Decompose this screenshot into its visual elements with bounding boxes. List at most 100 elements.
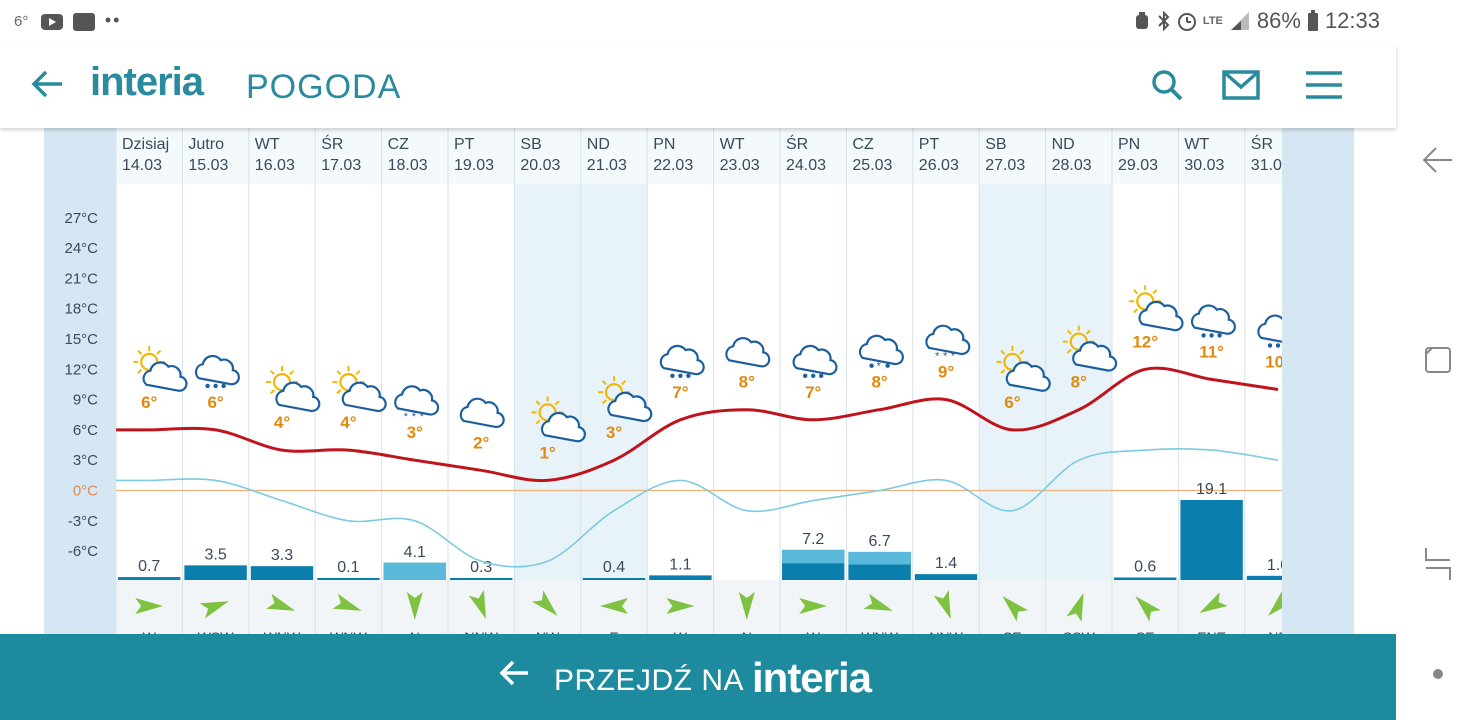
nav-back-icon[interactable] [1418, 140, 1458, 180]
day-name: WT [255, 136, 280, 153]
menu-icon[interactable] [1304, 68, 1344, 107]
sun-ray [289, 370, 295, 376]
cloud-shape [194, 354, 240, 386]
wind-direction-label: E [609, 629, 618, 634]
day-date: 31.03 [1251, 157, 1291, 174]
nav-dot-icon[interactable] [1418, 654, 1458, 694]
wind-direction-label: NNW [464, 629, 498, 634]
wind-direction-label: NNW [929, 629, 963, 634]
y-tick-label: 18°C [64, 301, 98, 318]
precip-label: 1.0 [1267, 557, 1289, 574]
sun-ray [269, 389, 275, 395]
day-name: ND [587, 136, 610, 153]
partly-sunny-icon [531, 396, 586, 443]
wind-arrow-shape [933, 590, 951, 620]
search-icon[interactable] [1150, 68, 1184, 107]
app-header: interia POGODA [0, 44, 1396, 128]
rain-drop [885, 363, 890, 368]
wind-arrow-icon [1135, 596, 1161, 622]
wind-direction-label: W [674, 629, 688, 634]
snow-flake: * [404, 411, 409, 423]
precip-bar [317, 578, 380, 580]
wind-arrow-icon [1268, 590, 1282, 616]
sun-ray [554, 400, 560, 406]
temperature-label: 3° [407, 423, 423, 442]
day-header-bg [647, 128, 714, 184]
day-name: WT [1184, 136, 1209, 153]
day-header-bg [315, 128, 382, 184]
precip-bar [184, 565, 247, 580]
temperature-label: 4° [340, 413, 356, 432]
cloud-shape [607, 391, 653, 423]
wind-arrow-shape [468, 590, 486, 620]
cloud-shape [275, 381, 321, 413]
partly-sunny-icon [1062, 325, 1118, 372]
snow-flake: * [877, 361, 882, 373]
wind-arrow-icon [266, 593, 296, 611]
wind-arrow-icon [666, 598, 695, 614]
wind-arrow-shape [1135, 596, 1161, 622]
interia-logo[interactable]: interia [90, 60, 204, 104]
back-arrow-icon[interactable] [30, 66, 70, 106]
chart-plot: Dzisiaj 14.03 Jutro 15.03 WT 16.03 ŚR 17.03 CZ 18… [116, 128, 1291, 634]
wind-arrow-shape [1066, 592, 1084, 622]
sun-ray [1133, 308, 1139, 314]
cloud-shape [1072, 341, 1118, 372]
wind-direction-label: SE [1136, 629, 1155, 634]
temperature-label: 8° [739, 373, 755, 392]
sun-ray [269, 370, 275, 376]
sun-ray [1152, 289, 1158, 295]
y-tick-label: 21°C [64, 270, 98, 287]
day-header-bg [1045, 128, 1112, 184]
day-column [580, 184, 648, 580]
wind-arrow-shape [666, 598, 695, 614]
day-column [780, 184, 847, 580]
snow-flake: * [951, 351, 956, 363]
precip-bar [118, 577, 181, 580]
precip-bar-light [383, 562, 446, 580]
wind-arrow-shape [406, 592, 423, 620]
y-tick-label: 15°C [64, 331, 98, 348]
temperature-label: 9° [938, 363, 954, 382]
nav-recents-icon[interactable] [1418, 340, 1458, 380]
wind-arrow-icon [532, 590, 558, 616]
sun-ray [1085, 329, 1091, 335]
cloud-shape [1257, 314, 1282, 343]
day-header-bg [846, 128, 913, 184]
precip-label: 0.7 [138, 558, 160, 575]
goto-interia-bar[interactable]: PRZEJDŹ NA interia [0, 634, 1396, 720]
mail-icon[interactable] [1222, 68, 1262, 107]
more-dots-icon: •• [104, 10, 122, 30]
temperature-label: 2° [473, 433, 489, 452]
precip-label: 0.4 [603, 559, 625, 576]
precip-label: 19.1 [1196, 481, 1227, 498]
activity-icon [72, 13, 95, 32]
precip-label: 3.3 [271, 547, 293, 564]
y-tick-label: -3°C [68, 513, 98, 530]
wind-arrow-icon [1002, 596, 1028, 622]
network-type: LTE [1202, 15, 1223, 27]
day-date: 22.03 [653, 157, 693, 174]
day-column [315, 184, 382, 580]
day-column [713, 184, 780, 580]
day-date: 14.03 [122, 157, 162, 174]
rain-drop [670, 373, 675, 378]
day-column [1045, 184, 1112, 580]
day-name: Jutro [188, 136, 224, 153]
rain-drop [819, 373, 824, 378]
day-name: ŚR [786, 134, 808, 153]
sun-ray [601, 380, 607, 386]
cloud-shape [725, 337, 771, 368]
day-header-bg [1178, 128, 1245, 184]
wind-arrow-shape [266, 593, 296, 611]
status-left: 6° •• [14, 10, 122, 32]
temperature-label: 7° [805, 383, 821, 402]
dew-point-line [116, 448, 1279, 568]
day-name: PN [653, 136, 675, 153]
rain-drop [1209, 333, 1214, 338]
wind-arrow-icon [600, 598, 628, 614]
nav-home-icon[interactable] [1418, 544, 1458, 584]
cloud-shape [925, 324, 971, 356]
sun-ray [137, 349, 143, 355]
forecast-chart-svg: Dzisiaj 14.03 Jutro 15.03 WT 16.03 ŚR 17.03 CZ 18… [64, 128, 1291, 634]
